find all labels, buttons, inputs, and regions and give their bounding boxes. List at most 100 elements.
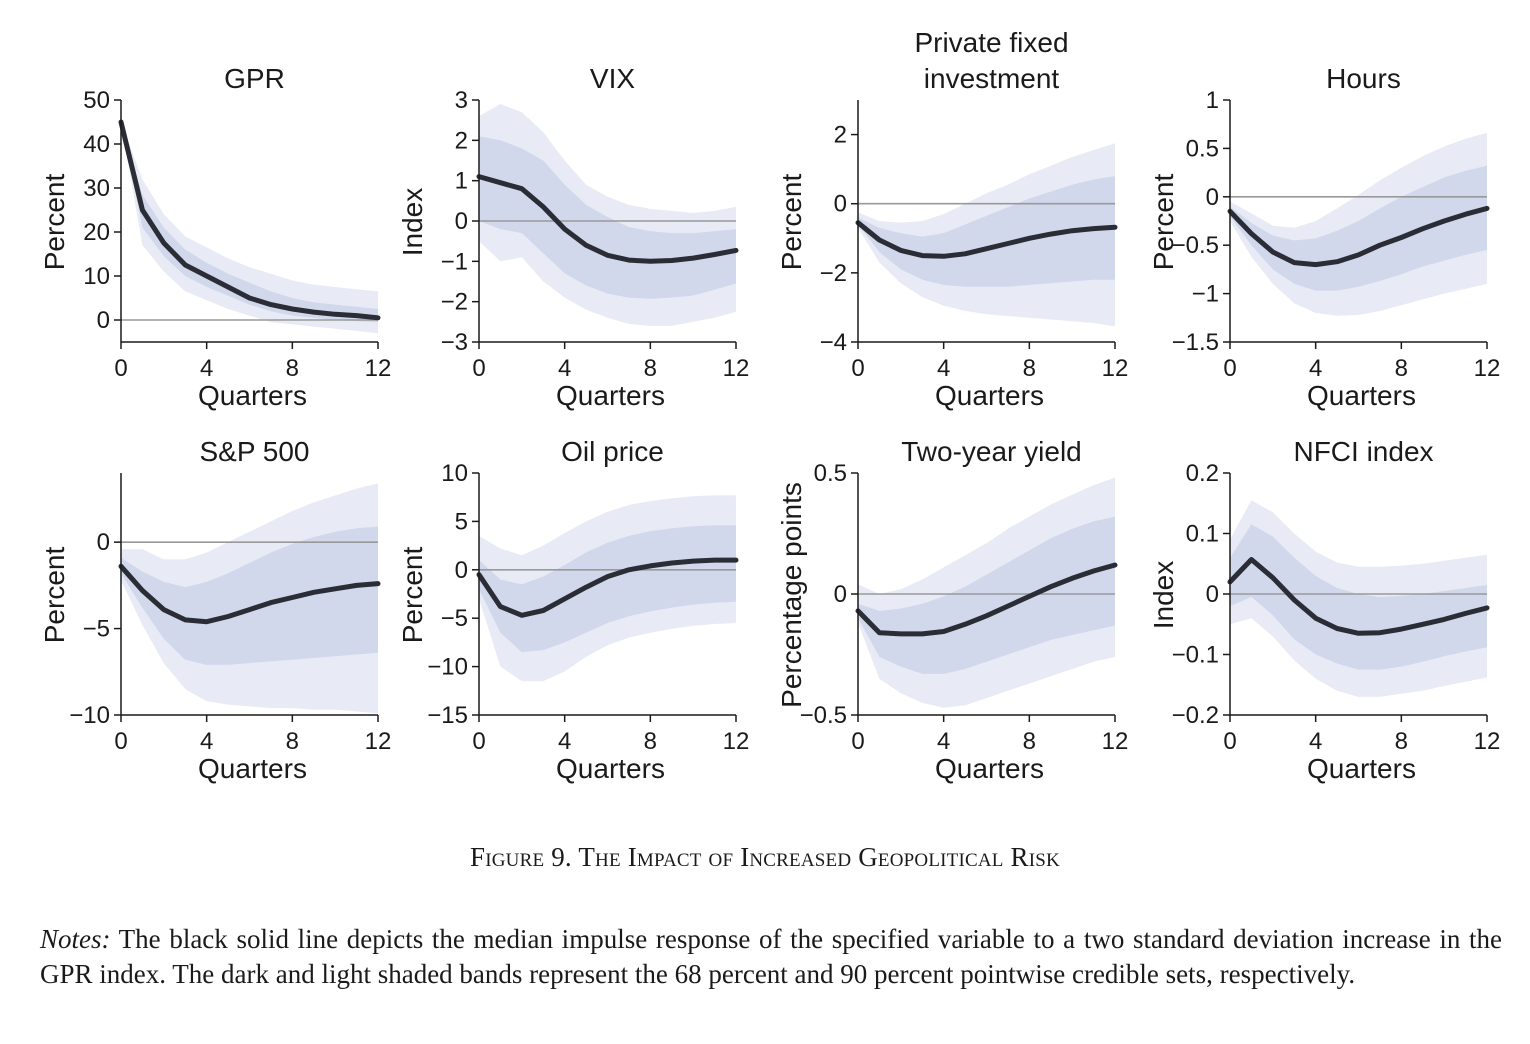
panel-title: NFCI index [1293, 436, 1433, 467]
x-axis-label: Quarters [198, 753, 307, 784]
x-axis-label: Quarters [198, 380, 307, 411]
x-tick-label: 4 [200, 355, 213, 382]
band-68 [479, 525, 736, 653]
y-tick-label: 0 [97, 529, 110, 556]
y-tick-label: −15 [427, 702, 468, 729]
panel-title: GPR [224, 63, 285, 94]
x-tick-label: 0 [472, 728, 485, 755]
y-tick-label: 3 [455, 87, 468, 114]
y-tick-label: −1 [1192, 281, 1219, 308]
y-axis-label: Percentage points [776, 482, 807, 708]
y-tick-label: −3 [441, 329, 468, 356]
x-axis-label: Quarters [556, 753, 665, 784]
panel-title: Two-year yield [901, 436, 1082, 467]
y-tick-label: 20 [83, 219, 110, 246]
y-axis-label: Percent [776, 174, 807, 271]
x-tick-label: 12 [723, 355, 750, 382]
median-line [855, 220, 1118, 259]
x-tick-label: 8 [1023, 355, 1036, 382]
y-tick-label: 0 [1206, 581, 1219, 608]
y-tick-label: 0 [834, 581, 847, 608]
y-tick-label: 0 [455, 557, 468, 584]
y-axis-label: Index [1148, 561, 1179, 630]
x-tick-label: 8 [644, 355, 657, 382]
y-axis-label: Percent [397, 547, 428, 644]
median-line [476, 174, 739, 264]
panel-title: Oil price [561, 436, 664, 467]
x-tick-label: 0 [114, 728, 127, 755]
panel-3: 0 4 8 12 −1.5 −1 −0.5 0 0.5 1 Quarters Percent Hours [1148, 63, 1500, 411]
x-axis-label: Quarters [1307, 380, 1416, 411]
y-tick-label: −0.5 [800, 702, 847, 729]
panel-0: 0 4 8 12 0 10 20 30 40 50 Quarters Percent GPR [39, 63, 391, 411]
band-68 [1230, 524, 1487, 670]
y-axis-label: Percent [39, 174, 70, 271]
panel-2: 0 4 8 12 −4 −2 0 2 Quarters Percent Private fixed i… [776, 27, 1128, 411]
band-68 [121, 526, 378, 665]
notes-lead: Notes: [40, 924, 111, 954]
y-tick-label: −2 [820, 260, 847, 287]
y-tick-label: 10 [441, 460, 468, 487]
x-axis-label: Quarters [935, 380, 1044, 411]
y-tick-label: 0 [455, 208, 468, 235]
median-line [118, 119, 381, 321]
x-tick-label: 0 [472, 355, 485, 382]
y-tick-label: −5 [441, 605, 468, 632]
x-tick-label: 4 [937, 728, 950, 755]
x-tick-label: 8 [1395, 355, 1408, 382]
figure-notes: Notes: The black solid line depicts the … [40, 922, 1502, 992]
x-tick-label: 12 [365, 728, 392, 755]
y-tick-label: 0 [834, 191, 847, 218]
median-line [476, 557, 739, 618]
y-tick-label: 50 [83, 87, 110, 114]
x-tick-label: 12 [1102, 728, 1129, 755]
panel-title: Hours [1326, 63, 1401, 94]
x-tick-label: 12 [723, 728, 750, 755]
y-tick-label: −10 [427, 654, 468, 681]
y-tick-label: −0.5 [1172, 232, 1219, 259]
y-tick-label: −0.2 [1172, 702, 1219, 729]
x-tick-label: 8 [1395, 728, 1408, 755]
y-tick-label: −1 [441, 248, 468, 275]
panel-7: 0 4 8 12 −0.2 −0.1 0 0.1 0.2 Quarters Index NFCI in… [1148, 436, 1500, 784]
panel-5: 0 4 8 12 −15 −10 −5 0 5 10 Quarters Percent Oil pric… [397, 436, 749, 784]
x-tick-label: 4 [558, 355, 571, 382]
x-tick-label: 0 [1223, 355, 1236, 382]
y-tick-label: 2 [455, 127, 468, 154]
x-axis-label: Quarters [1307, 753, 1416, 784]
panel-title: Private fixed [914, 27, 1068, 58]
x-tick-label: 8 [1023, 728, 1036, 755]
x-tick-label: 4 [558, 728, 571, 755]
x-tick-label: 12 [1102, 355, 1129, 382]
y-tick-label: −5 [83, 616, 110, 643]
x-tick-label: 12 [365, 355, 392, 382]
y-tick-label: 10 [83, 263, 110, 290]
y-tick-label: 0.1 [1186, 521, 1219, 548]
median-line [855, 562, 1118, 637]
median-line [1227, 205, 1490, 268]
panel-title: VIX [590, 63, 635, 94]
panel-4: 0 4 8 12 −10 −5 0 Quarters Percent S&P 500 [39, 436, 391, 784]
y-tick-label: 2 [834, 122, 847, 149]
x-tick-label: 0 [114, 355, 127, 382]
y-tick-label: 0 [1206, 184, 1219, 211]
x-tick-label: 4 [1309, 728, 1322, 755]
x-tick-label: 0 [1223, 728, 1236, 755]
y-tick-label: −10 [69, 702, 110, 729]
x-tick-label: 4 [1309, 355, 1322, 382]
y-tick-label: −1.5 [1172, 329, 1219, 356]
x-tick-label: 0 [851, 355, 864, 382]
x-tick-label: 12 [1474, 355, 1501, 382]
median-line [1227, 557, 1490, 636]
y-axis-label: Index [397, 188, 428, 257]
x-axis-label: Quarters [935, 753, 1044, 784]
y-tick-label: 5 [455, 508, 468, 535]
y-axis-label: Percent [39, 547, 70, 644]
y-tick-label: 0.2 [1186, 460, 1219, 487]
y-tick-label: 0.5 [1186, 135, 1219, 162]
figure-caption: Figure 9. The Impact of Increased Geopol… [470, 842, 1060, 872]
panel-title: investment [924, 63, 1060, 94]
